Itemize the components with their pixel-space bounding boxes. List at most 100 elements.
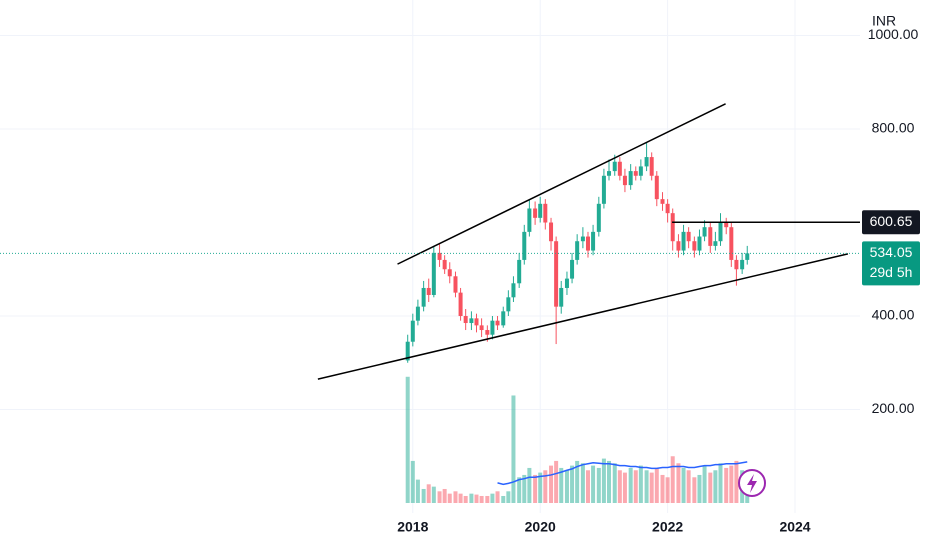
volume-ma-line [497,461,748,486]
volume-bar [410,460,415,503]
volume-bar [644,470,649,503]
x-tick-label: 2022 [652,519,683,535]
volume-bar [405,376,410,503]
volume-bar [431,486,436,503]
volume-bar [570,465,575,503]
volume-bar [724,467,729,503]
volume-bar [654,467,659,503]
candle-body [490,320,495,335]
last-price-label: 534.05 [870,244,913,260]
candle-body [474,318,479,326]
y-tick-label: 400.00 [872,307,915,323]
volume-bar [681,467,686,503]
volume-bar [633,470,638,503]
volume-bar [564,470,569,503]
candle-body [495,320,500,326]
volume-bar [533,474,538,503]
candle-body [644,157,649,167]
candle-body [538,203,543,218]
candle-body [654,175,659,200]
volume-bar [670,456,675,503]
candle-body [543,203,548,223]
candle-body [442,259,447,270]
volume-bar [517,477,522,503]
candle-body [469,318,474,324]
volume-bar [591,465,596,503]
candle-body [580,236,585,242]
candle-body [458,292,463,317]
last-price-box [862,241,920,286]
candle-body [729,227,734,260]
y-tick-label: 1000.00 [868,26,919,42]
volume-bar [638,465,643,503]
candle-body [585,236,590,251]
candle-body [612,161,617,172]
volume-bar [729,465,734,503]
volume-bar [426,484,431,503]
volume-bar [585,470,590,503]
volume-bar [447,493,452,503]
candle-body [607,171,612,176]
currency-label: INR [872,13,896,29]
candle-body [713,241,718,246]
candle-body [426,287,431,295]
volume-bar [628,467,633,503]
volume-bar [734,460,739,503]
volume-bar [580,463,585,503]
volume-bar [617,470,622,503]
volume-bar [559,467,564,503]
candle-body [554,241,559,307]
candle-body [570,259,575,279]
candle-body [708,227,713,246]
volume-bar [463,495,468,503]
volume-bar [622,472,627,503]
candle-body [649,157,654,176]
y-tick-label: 800.00 [872,120,915,136]
candle-body [591,231,596,251]
candle-body [485,330,490,335]
candle-body [638,166,643,176]
candle-body [511,283,516,298]
candle-body [681,231,686,251]
candle-body [686,231,691,242]
volume-bar [692,477,697,503]
candle-body [533,208,538,218]
volume-bar [474,494,479,503]
volume-bar [713,470,718,503]
candle-body [501,311,506,326]
volume-bar [708,472,713,503]
volume-bar [501,495,506,503]
volume-bar [554,460,559,503]
candle-body [734,259,739,270]
candle-body [692,241,697,251]
volume-bar [543,470,548,503]
volume-bar [676,463,681,503]
candle-body [479,325,484,331]
candle-body [628,171,633,186]
volume-bar [697,474,702,503]
candle-body [718,222,723,242]
x-tick-label: 2020 [525,519,556,535]
trend-line [317,253,849,380]
x-tick-label: 2024 [779,519,810,535]
candle-body [724,222,729,228]
volume-bar [415,479,420,503]
candle-body [660,199,665,204]
volume-bar [538,472,543,503]
candle-body [431,252,436,295]
candle-body [506,297,511,312]
countdown-label: 29d 5h [870,264,913,280]
candle-body [601,175,606,204]
volume-bar [442,488,447,503]
volume-bar [702,465,707,503]
volume-bar [686,470,691,503]
candle-body [517,259,522,284]
volume-bar [511,395,516,503]
candle-body [575,241,580,260]
volume-bar [549,465,554,503]
volume-bar [453,491,458,503]
trend-line [397,103,726,265]
candle-body [740,259,745,270]
